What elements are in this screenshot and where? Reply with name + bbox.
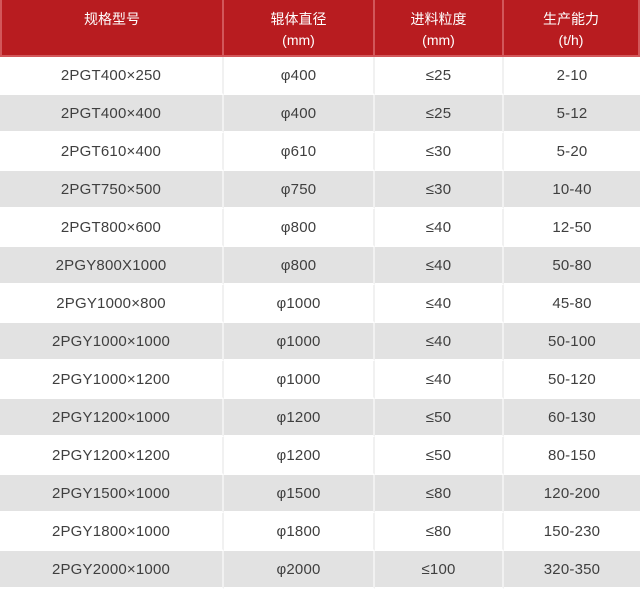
table-row: 2PGY2000×1000 φ2000 ≤100 320-350 [0,551,640,589]
roller-diameter-cell: φ1200 [224,399,375,437]
model-cell: 2PGY1200×1000 [0,399,224,437]
model-cell: 2PGT400×250 [0,57,224,95]
col-header-model-label: 规格型号 [84,11,140,27]
model-cell: 2PGY800X1000 [0,247,224,285]
model-cell: 2PGY1200×1200 [0,437,224,475]
capacity-cell: 150-230 [504,513,640,551]
model-cell: 2PGY1800×1000 [0,513,224,551]
roller-diameter-cell: φ1800 [224,513,375,551]
model-cell: 2PGY1000×800 [0,285,224,323]
table-header: 规格型号 辊体直径 (mm) 进料粒度 (mm) 生产能力 (t/h) [0,0,640,57]
feed-size-cell: ≤30 [375,171,504,209]
table-row: 2PGY1200×1000 φ1200 ≤50 60-130 [0,399,640,437]
model-cell: 2PGT750×500 [0,171,224,209]
model-cell: 2PGY2000×1000 [0,551,224,589]
capacity-cell: 45-80 [504,285,640,323]
feed-size-cell: ≤50 [375,399,504,437]
capacity-cell: 10-40 [504,171,640,209]
capacity-cell: 12-50 [504,209,640,247]
table-row: 2PGT400×400 φ400 ≤25 5-12 [0,95,640,133]
capacity-cell: 50-80 [504,247,640,285]
table-row: 2PGT800×600 φ800 ≤40 12-50 [0,209,640,247]
col-header-capacity-label: 生产能力 [543,11,599,27]
roller-diameter-cell: φ2000 [224,551,375,589]
feed-size-cell: ≤30 [375,133,504,171]
table-row: 2PGY800X1000 φ800 ≤40 50-80 [0,247,640,285]
feed-size-cell: ≤40 [375,361,504,399]
feed-size-cell: ≤25 [375,95,504,133]
capacity-cell: 80-150 [504,437,640,475]
col-header-roller-diameter-label: 辊体直径 [270,11,327,27]
col-header-feed-size-unit: (mm) [422,32,455,48]
model-cell: 2PGT610×400 [0,133,224,171]
table-row: 2PGT400×250 φ400 ≤25 2-10 [0,57,640,95]
table-row: 2PGT750×500 φ750 ≤30 10-40 [0,171,640,209]
roller-diameter-cell: φ1000 [224,323,375,361]
model-cell: 2PGY1500×1000 [0,475,224,513]
capacity-cell: 60-130 [504,399,640,437]
table-row: 2PGY1000×800 φ1000 ≤40 45-80 [0,285,640,323]
roller-diameter-cell: φ1000 [224,361,375,399]
feed-size-cell: ≤40 [375,209,504,247]
capacity-cell: 2-10 [504,57,640,95]
feed-size-cell: ≤40 [375,285,504,323]
feed-size-cell: ≤25 [375,57,504,95]
col-header-roller-diameter-unit: (mm) [282,32,315,48]
model-cell: 2PGT800×600 [0,209,224,247]
table-body: 2PGT400×250 φ400 ≤25 2-10 2PGT400×400 φ400 ≤25… [0,57,640,589]
table-row: 2PGY1800×1000 φ1800 ≤80 150-230 [0,513,640,551]
table-row: 2PGY1200×1200 φ1200 ≤50 80-150 [0,437,640,475]
roller-diameter-cell: φ400 [224,95,375,133]
table-header-row: 规格型号 辊体直径 (mm) 进料粒度 (mm) 生产能力 (t/h) [0,0,640,57]
model-cell: 2PGT400×400 [0,95,224,133]
capacity-cell: 5-12 [504,95,640,133]
col-header-capacity-unit: (t/h) [558,32,584,48]
feed-size-cell: ≤80 [375,475,504,513]
table-row: 2PGT610×400 φ610 ≤30 5-20 [0,133,640,171]
feed-size-cell: ≤40 [375,323,504,361]
feed-size-cell: ≤80 [375,513,504,551]
roller-diameter-cell: φ1500 [224,475,375,513]
col-header-capacity: 生产能力 (t/h) [504,0,640,57]
roller-diameter-cell: φ800 [224,209,375,247]
roller-diameter-cell: φ400 [224,57,375,95]
model-cell: 2PGY1000×1200 [0,361,224,399]
roller-diameter-cell: φ1000 [224,285,375,323]
col-header-feed-size-label: 进料粒度 [410,11,467,27]
capacity-cell: 320-350 [504,551,640,589]
roller-diameter-cell: φ1200 [224,437,375,475]
model-cell: 2PGY1000×1000 [0,323,224,361]
feed-size-cell: ≤40 [375,247,504,285]
table-row: 2PGY1000×1000 φ1000 ≤40 50-100 [0,323,640,361]
capacity-cell: 50-120 [504,361,640,399]
feed-size-cell: ≤50 [375,437,504,475]
roller-diameter-cell: φ800 [224,247,375,285]
roller-diameter-cell: φ610 [224,133,375,171]
capacity-cell: 50-100 [504,323,640,361]
capacity-cell: 5-20 [504,133,640,171]
feed-size-cell: ≤100 [375,551,504,589]
table-row: 2PGY1500×1000 φ1500 ≤80 120-200 [0,475,640,513]
col-header-roller-diameter: 辊体直径 (mm) [224,0,375,57]
table-row: 2PGY1000×1200 φ1000 ≤40 50-120 [0,361,640,399]
col-header-feed-size: 进料粒度 (mm) [375,0,504,57]
capacity-cell: 120-200 [504,475,640,513]
col-header-model: 规格型号 [0,0,224,57]
roller-diameter-cell: φ750 [224,171,375,209]
